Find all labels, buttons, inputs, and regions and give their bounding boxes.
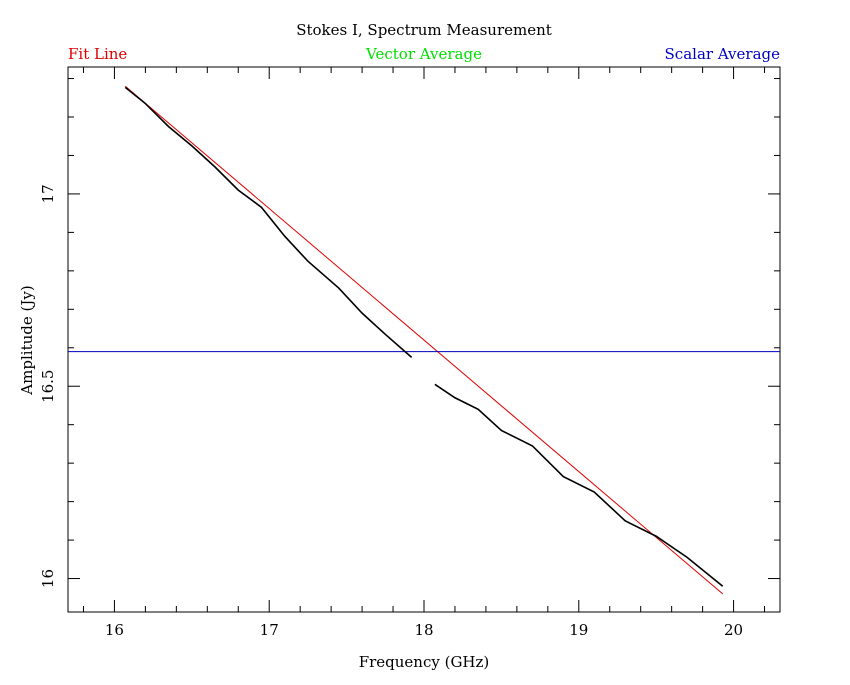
- legend-vector-average: Vector Average: [365, 45, 482, 63]
- legend-scalar-average: Scalar Average: [665, 45, 781, 63]
- y-tick-label: 17: [39, 184, 57, 203]
- x-tick-label: 17: [260, 621, 279, 639]
- series-fit-line: [124, 85, 724, 595]
- y-tick-label: 16: [39, 569, 57, 588]
- series-data-segment-3: [434, 383, 724, 587]
- y-tick-label: 16.5: [39, 370, 57, 403]
- x-tick-label: 18: [414, 621, 433, 639]
- series-data-segment-2: [124, 86, 413, 358]
- x-tick-label: 19: [569, 621, 588, 639]
- x-axis-label: Frequency (GHz): [359, 653, 490, 671]
- x-tick-label: 16: [105, 621, 124, 639]
- x-tick-label: 20: [724, 621, 743, 639]
- legend-fit-line: Fit Line: [68, 45, 127, 63]
- chart-title: Stokes I, Spectrum Measurement: [296, 21, 552, 39]
- plot-layer: 16 17 18 19 20 16 16.5 17: [39, 66, 781, 639]
- y-axis-label: Amplitude (Jy): [18, 285, 36, 395]
